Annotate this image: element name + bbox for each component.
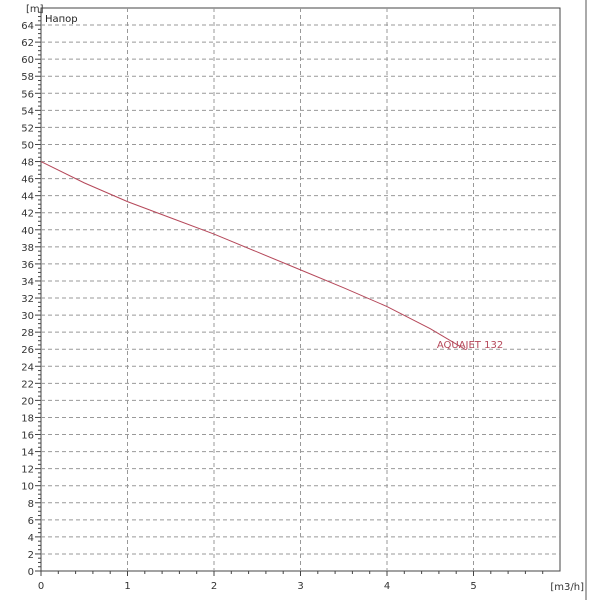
y-tick-label: 0 [28,567,34,578]
y-tick-label: 16 [21,431,34,442]
y-tick-label: 62 [21,38,34,49]
tick-labels: 0246810121416182022242628303234363840424… [21,21,476,592]
y-tick-label: 54 [21,106,34,117]
y-tick-label: 18 [21,413,34,424]
x-tick-label: 5 [470,581,476,592]
series-line [40,161,466,350]
y-tick-label: 46 [21,175,34,186]
chart-title: Напор [45,14,78,25]
x-tick-label: 0 [38,581,44,592]
y-tick-label: 4 [28,533,34,544]
x-tick-label: 3 [297,581,303,592]
x-axis-label: [m3/h] [550,582,584,593]
grid [41,8,560,571]
y-tick-label: 58 [21,72,34,83]
y-tick-label: 6 [28,516,34,527]
y-tick-label: 30 [21,311,34,322]
y-tick-label: 50 [21,140,34,151]
y-tick-label: 26 [21,345,34,356]
y-tick-label: 52 [21,123,34,134]
axis-ticks [35,11,544,576]
y-axis-label: [m] [26,4,44,15]
y-tick-label: 36 [21,260,34,271]
y-tick-label: 48 [21,158,34,169]
y-tick-label: 20 [21,396,34,407]
y-tick-label: 28 [21,328,34,339]
series-label: AQUAJET 132 [437,340,503,351]
y-tick-label: 34 [21,277,34,288]
y-tick-label: 32 [21,294,34,305]
y-tick-label: 56 [21,89,34,100]
y-tick-label: 8 [28,499,34,510]
y-tick-label: 38 [21,243,34,254]
y-tick-label: 24 [21,362,34,373]
y-tick-label: 10 [21,482,34,493]
x-tick-label: 1 [124,581,130,592]
y-tick-label: 42 [21,209,34,220]
y-tick-label: 2 [28,550,34,561]
series-group: AQUAJET 132 [40,161,503,351]
y-tick-label: 22 [21,379,34,390]
y-tick-label: 12 [21,465,34,476]
x-tick-label: 2 [211,581,217,592]
y-tick-label: 40 [21,226,34,237]
y-tick-label: 14 [21,448,34,459]
x-tick-label: 4 [384,581,390,592]
y-tick-label: 60 [21,55,34,66]
y-tick-label: 64 [21,21,34,32]
y-tick-label: 44 [21,192,34,203]
